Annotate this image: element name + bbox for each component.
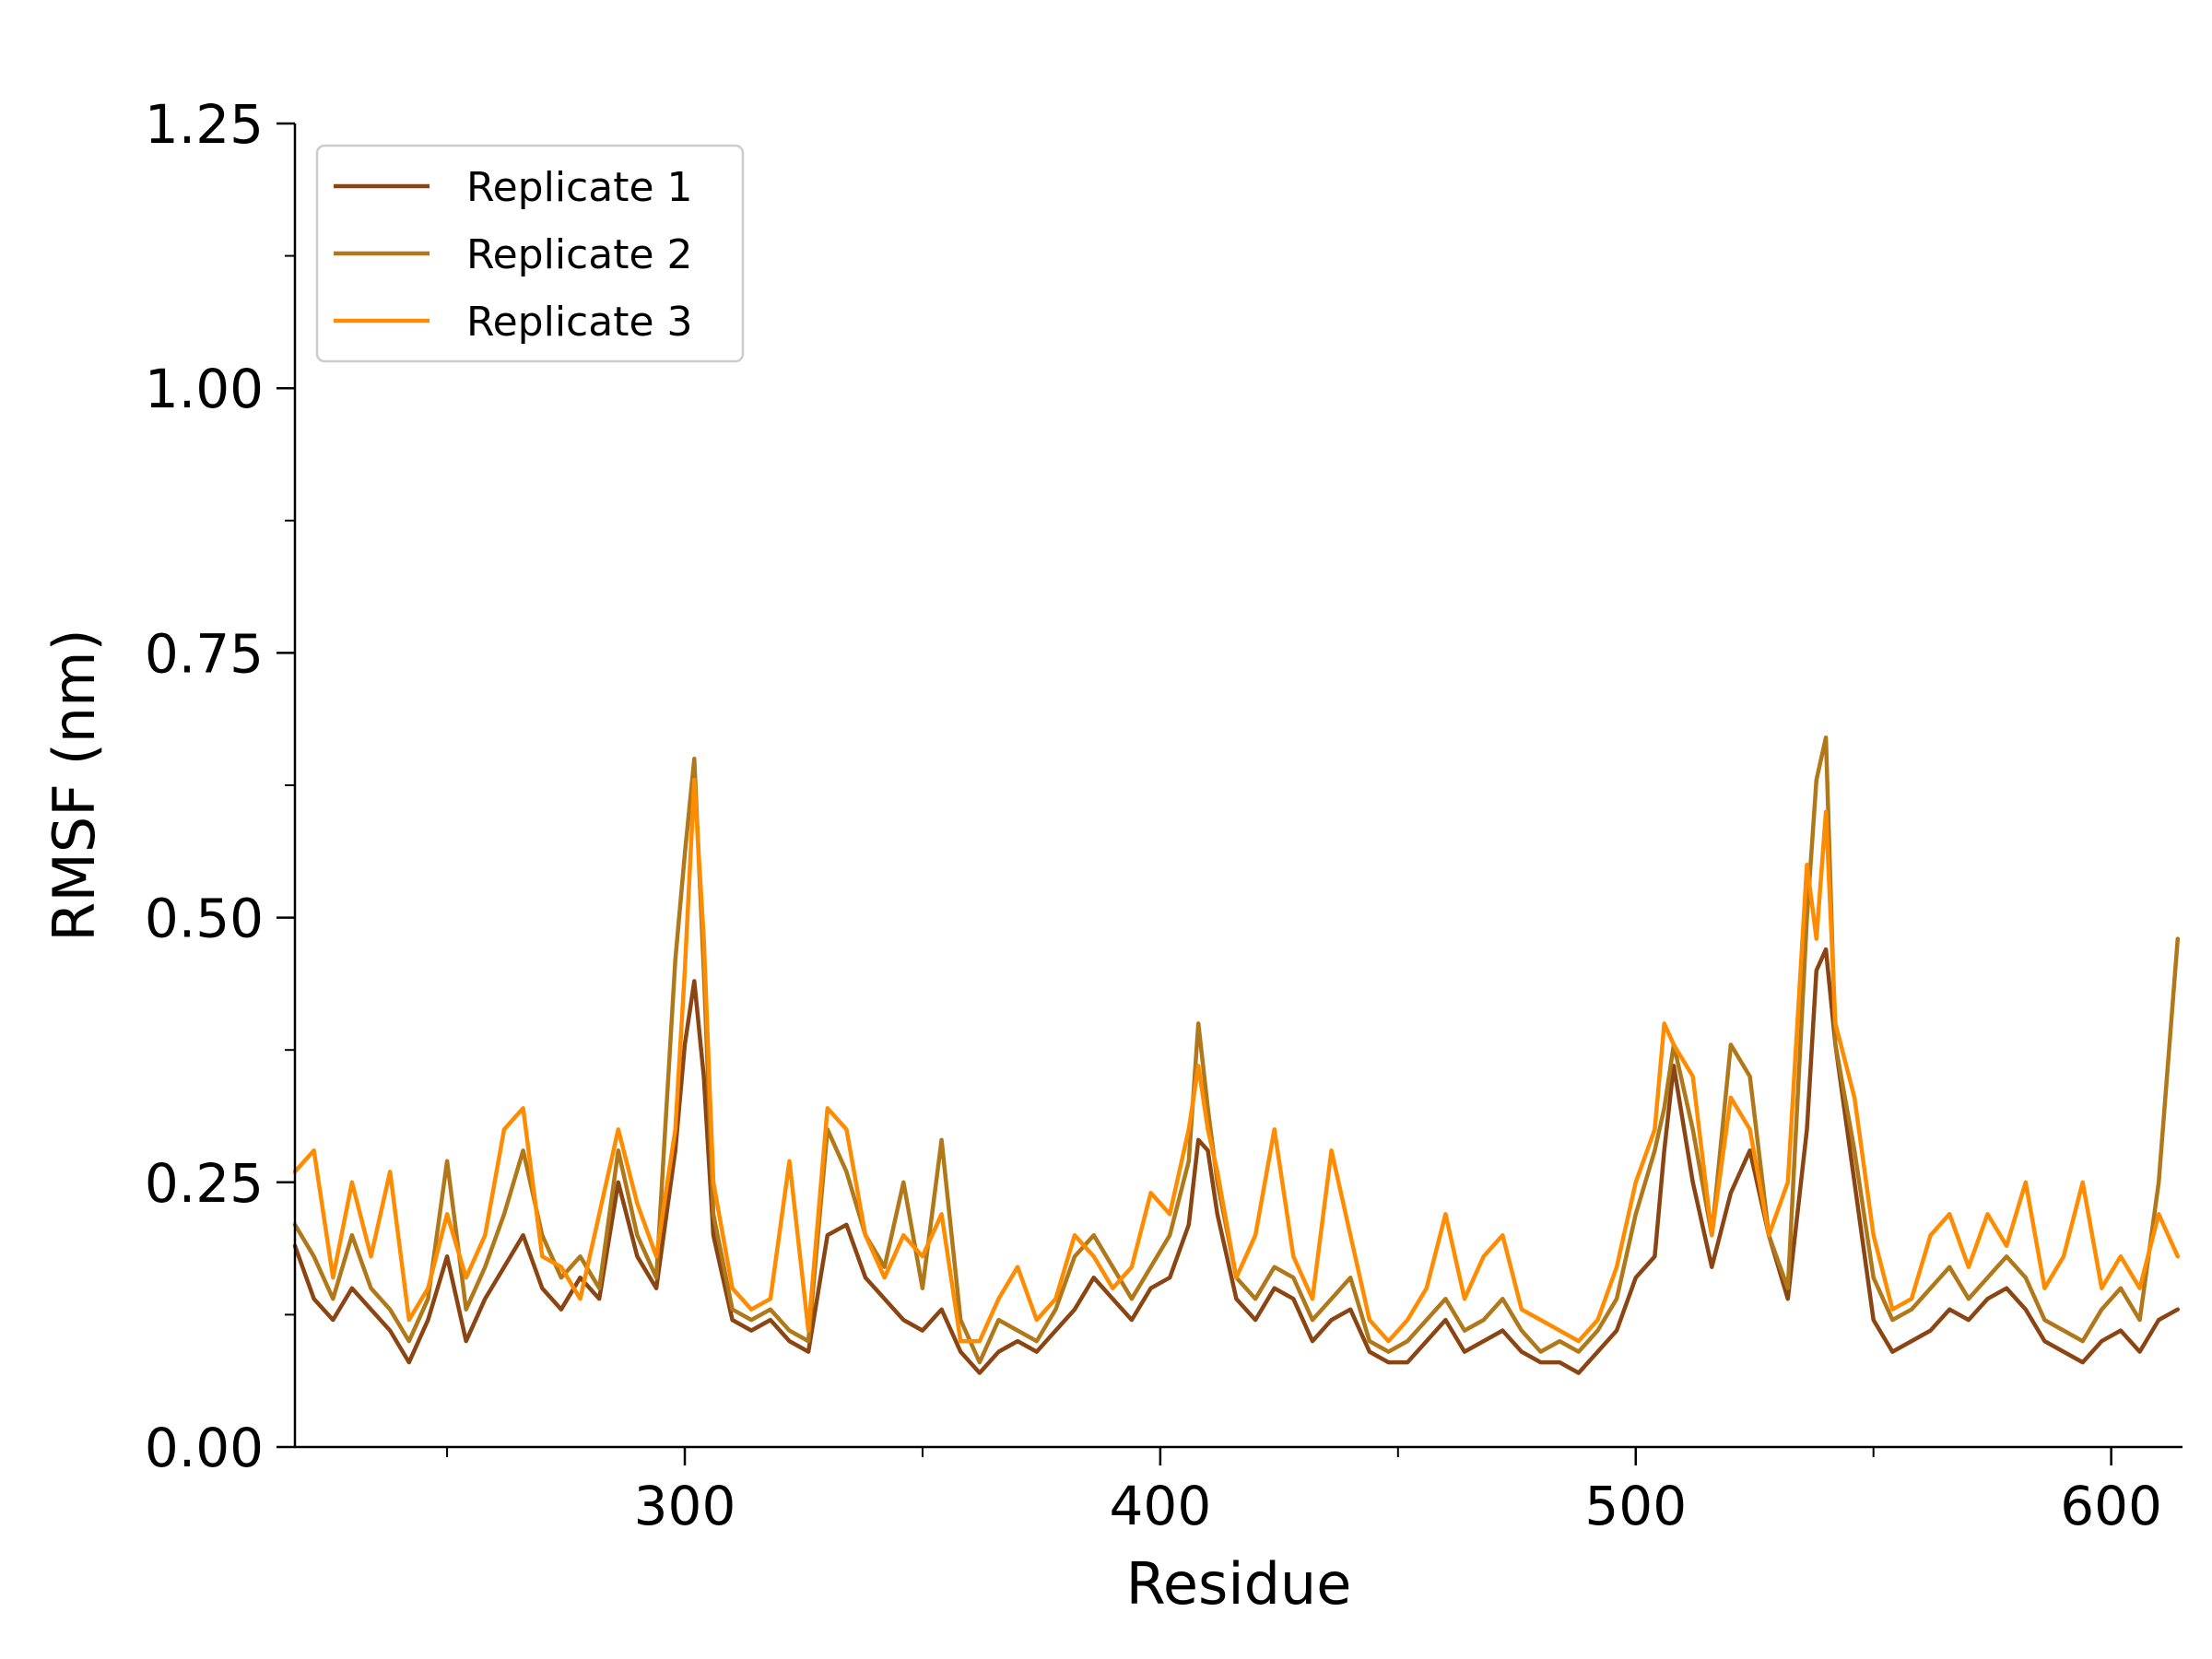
y-tick-label: 1.00 <box>145 358 264 420</box>
legend-label: Replicate 2 <box>466 231 693 278</box>
legend-box <box>315 144 745 363</box>
legend-label: Replicate 1 <box>466 164 693 211</box>
x-tick-label: 400 <box>1110 1475 1212 1537</box>
series-line-replicate-3 <box>292 778 2181 1344</box>
x-tick-label: 500 <box>1584 1475 1687 1537</box>
x-tick-label: 300 <box>634 1475 736 1537</box>
y-tick-label: 0.00 <box>145 1417 264 1479</box>
series-layer <box>292 735 2181 1375</box>
y-tick-label: 0.25 <box>145 1152 264 1215</box>
y-tick-label: 1.25 <box>145 93 264 156</box>
y-axis-label: RMSF (nm) <box>41 629 108 941</box>
x-tick-label: 600 <box>2060 1475 2162 1537</box>
y-tick-label: 0.75 <box>145 622 264 685</box>
legend-label: Replicate 3 <box>466 299 693 346</box>
ticks-layer: 0.00 0.25 0.50 0.75 1.00 1.25 300 400 500 600 <box>145 93 2162 1537</box>
series-line-replicate-1 <box>292 947 2181 1375</box>
legend: Replicate 1 Replicate 2 Replicate 3 <box>315 144 745 363</box>
y-tick-label: 0.50 <box>145 888 264 950</box>
x-axis-label: Residue <box>1126 1550 1352 1618</box>
legend-items: Replicate 1 Replicate 2 Replicate 3 <box>334 164 693 346</box>
